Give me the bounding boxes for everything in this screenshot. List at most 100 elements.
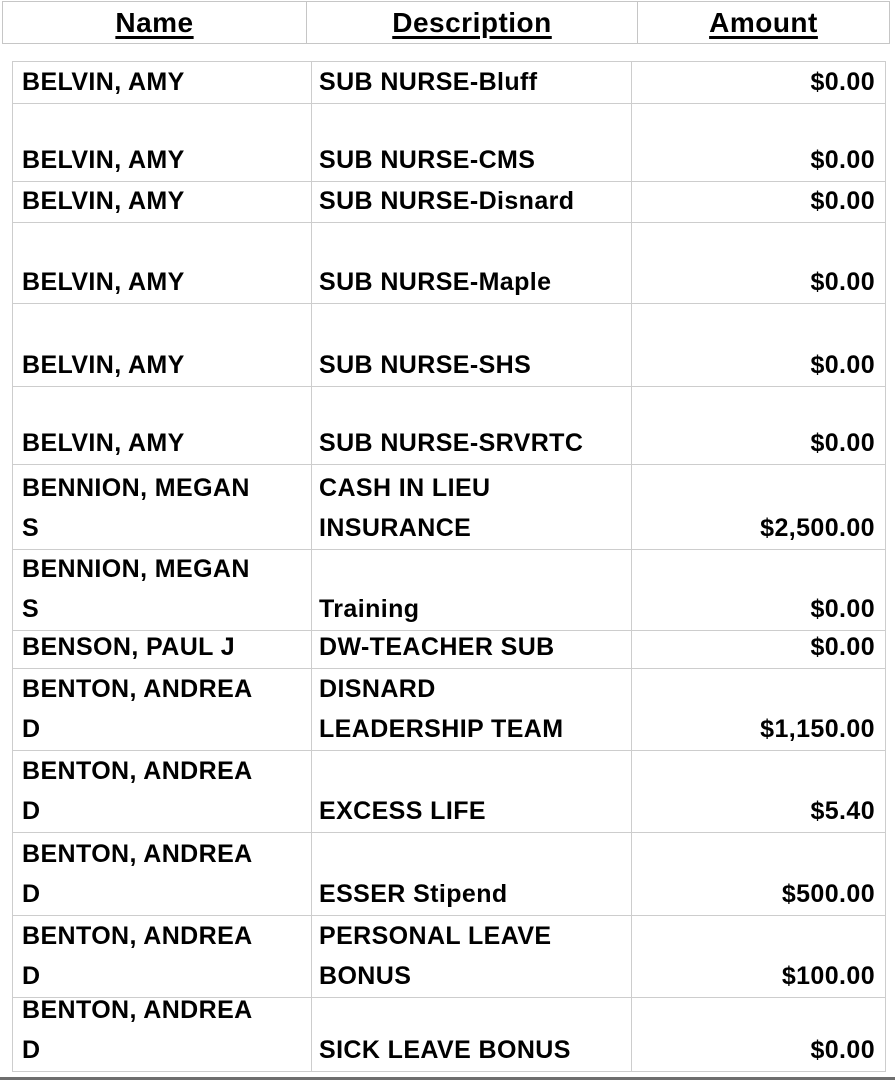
name-cell: BELVIN, AMY (13, 304, 312, 386)
description-value: SUB NURSE-Disnard (319, 187, 575, 215)
table-row: BELVIN, AMY SUB NURSE-Maple $0.00 (13, 223, 885, 304)
description-cell: DW-TEACHER SUB (312, 631, 632, 668)
name-cell: BELVIN, AMY (13, 62, 312, 103)
amount-cell: $0.00 (632, 387, 885, 464)
description-cell: DISNARD LEADERSHIP TEAM (312, 669, 632, 750)
table-row: BENNION, MEGAN S CASH IN LIEU INSURANCE … (13, 465, 885, 550)
amount-value: $500.00 (781, 880, 875, 908)
name-value: BELVIN, AMY (22, 68, 185, 96)
name-value: BENTON, ANDREA D (22, 922, 253, 990)
description-cell: Training (312, 550, 632, 630)
name-value: BENNION, MEGAN S (22, 555, 250, 623)
description-cell: ESSER Stipend (312, 833, 632, 915)
table-row: BENTON, ANDREA D DISNARD LEADERSHIP TEAM… (13, 669, 885, 751)
column-header-amount: Amount (709, 6, 818, 38)
name-value: BELVIN, AMY (22, 268, 185, 296)
name-value: BENNION, MEGAN S (22, 474, 250, 542)
name-cell: BENTON, ANDREA D (13, 916, 312, 997)
description-cell: SICK LEAVE BONUS (312, 998, 632, 1071)
amount-value: $0.00 (810, 429, 875, 457)
screen-bottom-edge (0, 1077, 895, 1080)
amount-value: $0.00 (810, 187, 875, 215)
name-cell: BENTON, ANDREA D (13, 998, 312, 1071)
amount-value: $0.00 (810, 351, 875, 379)
description-value: DISNARD LEADERSHIP TEAM (319, 675, 564, 743)
table-row: BENNION, MEGAN S Training $0.00 (13, 550, 885, 631)
description-cell: SUB NURSE-SHS (312, 304, 632, 386)
name-value: BELVIN, AMY (22, 429, 185, 457)
amount-value: $0.00 (810, 146, 875, 174)
amount-cell: $0.00 (632, 550, 885, 630)
table-row: BENTON, ANDREA D PERSONAL LEAVE BONUS $1… (13, 916, 885, 998)
amount-value: $0.00 (810, 1036, 875, 1064)
table-row: BELVIN, AMY SUB NURSE-Bluff $0.00 (13, 62, 885, 104)
table-row: BENTON, ANDREA D SICK LEAVE BONUS $0.00 (13, 998, 885, 1072)
name-cell: BELVIN, AMY (13, 387, 312, 464)
name-value: BENSON, PAUL J (22, 633, 236, 661)
report-table-body: BELVIN, AMY SUB NURSE-Bluff $0.00 BELVIN… (12, 61, 886, 1072)
description-cell: SUB NURSE-CMS (312, 104, 632, 181)
description-value: SUB NURSE-SHS (319, 351, 532, 379)
amount-cell: $500.00 (632, 833, 885, 915)
table-row: BELVIN, AMY SUB NURSE-CMS $0.00 (13, 104, 885, 182)
name-value: BELVIN, AMY (22, 351, 185, 379)
description-value: SUB NURSE-SRVRTC (319, 429, 584, 457)
description-value: PERSONAL LEAVE BONUS (319, 922, 552, 990)
amount-cell: $100.00 (632, 916, 885, 997)
amount-value: $0.00 (810, 68, 875, 96)
name-cell: BENNION, MEGAN S (13, 465, 312, 549)
description-cell: PERSONAL LEAVE BONUS (312, 916, 632, 997)
table-row: BENTON, ANDREA D EXCESS LIFE $5.40 (13, 751, 885, 833)
description-value: Training (319, 595, 420, 623)
table-row: BENSON, PAUL J DW-TEACHER SUB $0.00 (13, 631, 885, 669)
amount-value: $100.00 (781, 962, 875, 990)
description-cell: CASH IN LIEU INSURANCE (312, 465, 632, 549)
name-cell: BENTON, ANDREA D (13, 669, 312, 750)
amount-cell: $5.40 (632, 751, 885, 832)
amount-value: $0.00 (810, 595, 875, 623)
table-row: BELVIN, AMY SUB NURSE-Disnard $0.00 (13, 182, 885, 223)
amount-value: $0.00 (810, 633, 875, 661)
name-cell: BELVIN, AMY (13, 223, 312, 303)
description-value: CASH IN LIEU INSURANCE (319, 474, 491, 542)
amount-cell: $0.00 (632, 304, 885, 386)
description-cell: EXCESS LIFE (312, 751, 632, 832)
amount-value: $1,150.00 (760, 715, 875, 743)
description-value: ESSER Stipend (319, 880, 508, 908)
name-value: BENTON, ANDREA D (22, 840, 253, 908)
table-row: BENTON, ANDREA D ESSER Stipend $500.00 (13, 833, 885, 916)
column-header-name: Name (3, 2, 307, 43)
name-cell: BELVIN, AMY (13, 182, 312, 222)
description-value: SUB NURSE-Maple (319, 268, 552, 296)
table-row: BELVIN, AMY SUB NURSE-SRVRTC $0.00 (13, 387, 885, 465)
amount-cell: $0.00 (632, 631, 885, 668)
amount-cell: $1,150.00 (632, 669, 885, 750)
name-value: BELVIN, AMY (22, 146, 185, 174)
column-header-row: Name Description Amount (2, 1, 890, 44)
name-value: BENTON, ANDREA D (22, 757, 253, 825)
name-value: BENTON, ANDREA D (22, 998, 253, 1064)
name-cell: BENTON, ANDREA D (13, 833, 312, 915)
amount-cell: $2,500.00 (632, 465, 885, 549)
amount-cell: $0.00 (632, 223, 885, 303)
amount-value: $5.40 (810, 797, 875, 825)
description-cell: SUB NURSE-SRVRTC (312, 387, 632, 464)
amount-cell: $0.00 (632, 182, 885, 222)
name-cell: BENTON, ANDREA D (13, 751, 312, 832)
name-value: BELVIN, AMY (22, 187, 185, 215)
description-value: DW-TEACHER SUB (319, 633, 555, 661)
name-value: BENTON, ANDREA D (22, 675, 253, 743)
description-cell: SUB NURSE-Disnard (312, 182, 632, 222)
name-cell: BENNION, MEGAN S (13, 550, 312, 630)
description-cell: SUB NURSE-Bluff (312, 62, 632, 103)
name-cell: BELVIN, AMY (13, 104, 312, 181)
amount-cell: $0.00 (632, 998, 885, 1071)
description-value: SUB NURSE-Bluff (319, 68, 538, 96)
name-cell: BENSON, PAUL J (13, 631, 312, 668)
column-header-description: Description (307, 2, 638, 43)
table-row: BELVIN, AMY SUB NURSE-SHS $0.00 (13, 304, 885, 387)
amount-cell: $0.00 (632, 104, 885, 181)
amount-cell: $0.00 (632, 62, 885, 103)
description-value: SUB NURSE-CMS (319, 146, 536, 174)
description-cell: SUB NURSE-Maple (312, 223, 632, 303)
